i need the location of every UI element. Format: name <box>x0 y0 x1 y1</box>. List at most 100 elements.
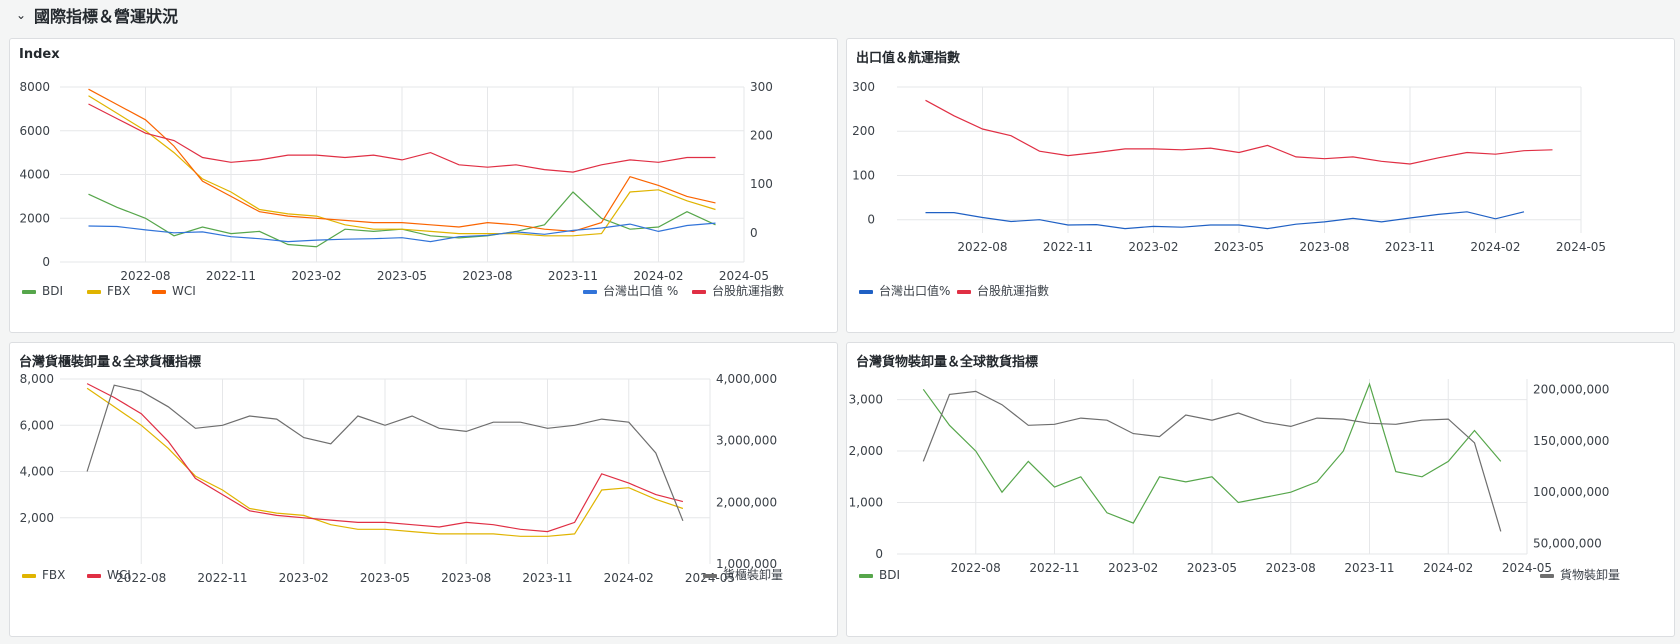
y-tick-label: 2,000 <box>849 444 883 458</box>
y-tick-label: 4000 <box>19 168 50 182</box>
series-line[interactable] <box>88 103 716 173</box>
y2-tick-label: 0 <box>750 226 758 240</box>
y2-tick-label: 50,000,000 <box>1533 537 1602 551</box>
y2-tick-label: 3,000,000 <box>716 434 777 448</box>
legend-label: FBX <box>42 568 65 582</box>
y2-tick-label: 4,000,000 <box>716 372 777 386</box>
x-tick-label: 2023-11 <box>522 571 572 585</box>
legend-label: 貨櫃裝卸量 <box>723 567 783 582</box>
legend-item[interactable]: 台股航運指數 <box>957 283 1049 298</box>
y-tick-label: 2000 <box>19 211 50 225</box>
x-tick-label: 2024-05 <box>1556 240 1606 254</box>
legend-label: WCI <box>172 284 196 298</box>
series-line[interactable] <box>922 382 1502 524</box>
series-line[interactable] <box>925 211 1525 230</box>
legend-swatch <box>22 290 36 294</box>
x-tick-label: 2023-08 <box>441 571 491 585</box>
x-tick-label: 2022-08 <box>116 571 166 585</box>
legend-swatch <box>703 574 717 578</box>
legend-label: 貨物裝卸量 <box>1560 567 1620 582</box>
y-tick-label: 3,000 <box>849 393 883 407</box>
legend-item[interactable]: 貨櫃裝卸量 <box>703 567 783 582</box>
y-tick-label: 0 <box>867 213 875 227</box>
y2-tick-label: 100,000,000 <box>1533 485 1609 499</box>
legend-swatch <box>152 290 166 294</box>
y-tick-label: 8,000 <box>20 372 54 386</box>
legend-label: BDI <box>42 284 63 298</box>
x-tick-label: 2024-05 <box>1502 561 1552 575</box>
y-tick-label: 8000 <box>19 80 50 94</box>
y-tick-label: 6,000 <box>20 418 54 432</box>
legend-swatch <box>583 290 597 294</box>
legend-item[interactable]: WCI <box>152 284 196 298</box>
panel-container-throughput[interactable]: 台灣貨櫃裝卸量＆全球貨櫃指標 8,000 6,000 4,000 2,000 4,000… <box>9 342 838 637</box>
legend-swatch <box>1540 574 1554 578</box>
legend-item[interactable]: 貨物裝卸量 <box>1540 567 1620 582</box>
legend-swatch <box>859 290 873 294</box>
legend-item[interactable]: FBX <box>22 568 65 582</box>
legend-item[interactable]: 台股航運指數 <box>692 283 784 298</box>
x-tick-label: 2023-11 <box>548 269 598 283</box>
panel-cargo-throughput[interactable]: 台灣貨物裝卸量＆全球散貨指標 3,000 2,000 1,000 0 200,000,0… <box>846 342 1675 637</box>
legend-item[interactable]: 台灣出口值% <box>859 283 950 298</box>
panel-title: 出口值＆航運指數 <box>856 51 961 66</box>
panel-index[interactable]: Index 8000 6000 4000 2000 0 300 200 100 0 2022-08… <box>9 38 838 333</box>
panel-title: 台灣貨櫃裝卸量＆全球貨櫃指標 <box>19 355 202 370</box>
x-tick-label: 2023-05 <box>1214 240 1264 254</box>
y-tick-label: 300 <box>852 80 875 94</box>
series-line[interactable] <box>86 383 684 533</box>
x-tick-label: 2023-05 <box>360 571 410 585</box>
x-tick-label: 2022-11 <box>1029 561 1079 575</box>
legend-label: BDI <box>879 568 900 582</box>
panel-export-shipping[interactable]: 出口值＆航運指數 300 200 100 0 2022-08 2022-11 2023-02… <box>846 38 1675 333</box>
legend-swatch <box>87 574 101 578</box>
x-tick-label: 2023-08 <box>1299 240 1349 254</box>
legend-item[interactable]: WCI <box>87 568 131 582</box>
legend-item[interactable]: BDI <box>22 284 63 298</box>
x-tick-label: 2024-05 <box>719 269 769 283</box>
legend-swatch <box>22 574 36 578</box>
panel-title: 台灣貨物裝卸量＆全球散貨指標 <box>856 355 1039 370</box>
y2-tick-label: 100 <box>750 177 773 191</box>
legend-swatch <box>957 290 971 294</box>
legend-swatch <box>859 574 873 578</box>
y2-tick-label: 150,000,000 <box>1533 434 1609 448</box>
x-tick-label: 2024-02 <box>633 269 683 283</box>
series-line[interactable] <box>925 99 1553 165</box>
series-line[interactable] <box>922 390 1502 532</box>
legend-swatch <box>87 290 101 294</box>
container-chart: 8,000 6,000 4,000 2,000 4,000,000 3,000,000 2,… <box>20 372 783 585</box>
row-header[interactable]: ⌄ 國際指標＆營運狀況 <box>0 0 1680 30</box>
x-tick-label: 2022-11 <box>197 571 247 585</box>
y-tick-label: 4,000 <box>20 465 54 479</box>
legend-swatch <box>692 290 706 294</box>
x-tick-label: 2023-02 <box>1108 561 1158 575</box>
x-tick-label: 2022-08 <box>951 561 1001 575</box>
y2-tick-label: 1,000,000 <box>716 557 777 571</box>
series-line[interactable] <box>86 384 684 522</box>
y2-tick-label: 300 <box>750 80 773 94</box>
legend-label: WCI <box>107 568 131 582</box>
export-shipping-chart: 300 200 100 0 2022-08 2022-11 2023-02 2023-05 20… <box>852 80 1606 298</box>
x-tick-label: 2022-11 <box>206 269 256 283</box>
x-tick-label: 2023-08 <box>462 269 512 283</box>
y-tick-label: 1,000 <box>849 496 883 510</box>
series-line[interactable] <box>88 222 716 243</box>
x-tick-label: 2023-05 <box>377 269 427 283</box>
series-line[interactable] <box>88 88 716 233</box>
legend-item[interactable]: BDI <box>859 568 900 582</box>
y-tick-label: 0 <box>42 255 50 269</box>
x-tick-label: 2023-11 <box>1344 561 1394 575</box>
x-tick-label: 2023-02 <box>279 571 329 585</box>
legend-item[interactable]: 台灣出口值 % <box>583 283 678 298</box>
chevron-down-icon[interactable]: ⌄ <box>16 8 27 22</box>
x-tick-label: 2023-02 <box>1128 240 1178 254</box>
y-tick-label: 2,000 <box>20 511 54 525</box>
legend-item[interactable]: FBX <box>87 284 130 298</box>
panel-title: Index <box>19 47 60 62</box>
cargo-chart: 3,000 2,000 1,000 0 200,000,000 150,000,000 10… <box>849 379 1620 582</box>
y-tick-label: 6000 <box>19 124 50 138</box>
row-title: 國際指標＆營運狀況 <box>34 7 179 26</box>
y2-tick-label: 200,000,000 <box>1533 382 1609 396</box>
legend-label: 台灣出口值 % <box>603 283 678 298</box>
